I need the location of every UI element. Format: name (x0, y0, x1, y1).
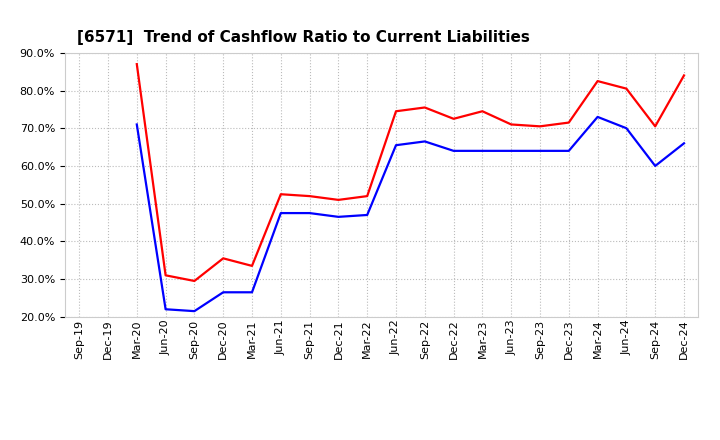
Free CF to Current Liabilities (248, 290, 256, 295)
Operating CF to Current Liabilities (680, 73, 688, 78)
Free CF to Current Liabilities (190, 308, 199, 314)
Operating CF to Current Liabilities (363, 194, 372, 199)
Line: Operating CF to Current Liabilities: Operating CF to Current Liabilities (137, 64, 684, 281)
Operating CF to Current Liabilities (622, 86, 631, 91)
Free CF to Current Liabilities (564, 148, 573, 154)
Free CF to Current Liabilities (478, 148, 487, 154)
Free CF to Current Liabilities (507, 148, 516, 154)
Free CF to Current Liabilities (305, 210, 314, 216)
Operating CF to Current Liabilities (449, 116, 458, 121)
Free CF to Current Liabilities (536, 148, 544, 154)
Operating CF to Current Liabilities (507, 122, 516, 127)
Operating CF to Current Liabilities (564, 120, 573, 125)
Free CF to Current Liabilities (276, 210, 285, 216)
Free CF to Current Liabilities (219, 290, 228, 295)
Operating CF to Current Liabilities (132, 62, 141, 67)
Free CF to Current Liabilities (132, 122, 141, 127)
Operating CF to Current Liabilities (478, 109, 487, 114)
Operating CF to Current Liabilities (651, 124, 660, 129)
Free CF to Current Liabilities (593, 114, 602, 120)
Free CF to Current Liabilities (680, 141, 688, 146)
Operating CF to Current Liabilities (219, 256, 228, 261)
Operating CF to Current Liabilities (392, 109, 400, 114)
Free CF to Current Liabilities (363, 213, 372, 218)
Free CF to Current Liabilities (622, 125, 631, 131)
Free CF to Current Liabilities (334, 214, 343, 220)
Operating CF to Current Liabilities (276, 191, 285, 197)
Operating CF to Current Liabilities (593, 78, 602, 84)
Free CF to Current Liabilities (161, 307, 170, 312)
Free CF to Current Liabilities (651, 163, 660, 169)
Text: [6571]  Trend of Cashflow Ratio to Current Liabilities: [6571] Trend of Cashflow Ratio to Curren… (78, 29, 531, 45)
Line: Free CF to Current Liabilities: Free CF to Current Liabilities (137, 117, 684, 311)
Operating CF to Current Liabilities (248, 263, 256, 268)
Operating CF to Current Liabilities (190, 279, 199, 284)
Operating CF to Current Liabilities (161, 273, 170, 278)
Free CF to Current Liabilities (392, 143, 400, 148)
Operating CF to Current Liabilities (536, 124, 544, 129)
Operating CF to Current Liabilities (305, 194, 314, 199)
Operating CF to Current Liabilities (420, 105, 429, 110)
Free CF to Current Liabilities (449, 148, 458, 154)
Operating CF to Current Liabilities (334, 197, 343, 202)
Free CF to Current Liabilities (420, 139, 429, 144)
